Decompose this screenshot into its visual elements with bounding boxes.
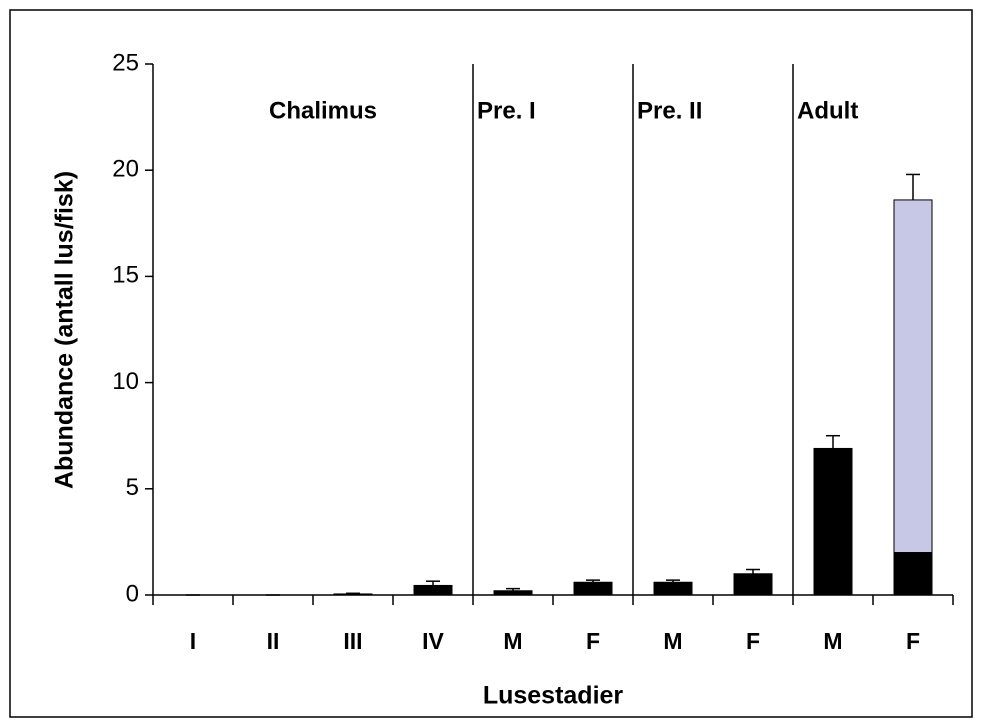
frame bbox=[9, 9, 973, 718]
bar bbox=[813, 447, 853, 596]
bar bbox=[653, 581, 693, 596]
error-bar bbox=[426, 580, 440, 586]
bar bbox=[733, 573, 773, 596]
x-tick-label: M bbox=[823, 628, 842, 654]
group-label: Adult bbox=[797, 97, 858, 124]
error-bar bbox=[586, 579, 600, 583]
error-bar bbox=[826, 434, 840, 449]
y-tick-label: 5 bbox=[126, 474, 139, 501]
error-bar bbox=[746, 568, 760, 574]
bar bbox=[413, 584, 453, 596]
x-tick-label: III bbox=[343, 628, 362, 654]
x-tick-label: M bbox=[663, 628, 682, 654]
x-tick-label: II bbox=[267, 628, 280, 654]
error-bar bbox=[506, 587, 520, 591]
x-tick-label: I bbox=[190, 628, 196, 654]
x-axis-title: Lusestadier bbox=[483, 682, 624, 710]
error-bar bbox=[666, 579, 680, 583]
bar bbox=[893, 199, 933, 554]
y-tick-label: 15 bbox=[112, 262, 139, 289]
group-label: Pre. II bbox=[637, 97, 702, 124]
x-tick-label: F bbox=[746, 628, 760, 654]
x-tick-label: F bbox=[906, 628, 920, 654]
group-label: Chalimus bbox=[269, 97, 377, 124]
bar bbox=[333, 593, 373, 596]
error-bar bbox=[906, 173, 920, 200]
bar bbox=[493, 590, 533, 596]
y-tick-label: 20 bbox=[112, 156, 139, 183]
bar bbox=[893, 552, 933, 596]
group-label: Pre. I bbox=[477, 97, 536, 124]
y-axis-title: Abundance (antall lus/fisk) bbox=[51, 171, 79, 489]
x-tick-label: IV bbox=[422, 628, 444, 654]
x-tick-label: M bbox=[503, 628, 522, 654]
error-bar bbox=[346, 592, 360, 595]
x-tick-label: F bbox=[586, 628, 600, 654]
y-tick-label: 25 bbox=[112, 49, 139, 76]
bar bbox=[573, 581, 613, 596]
y-tick-label: 10 bbox=[112, 368, 139, 395]
y-tick-label: 0 bbox=[126, 580, 139, 607]
